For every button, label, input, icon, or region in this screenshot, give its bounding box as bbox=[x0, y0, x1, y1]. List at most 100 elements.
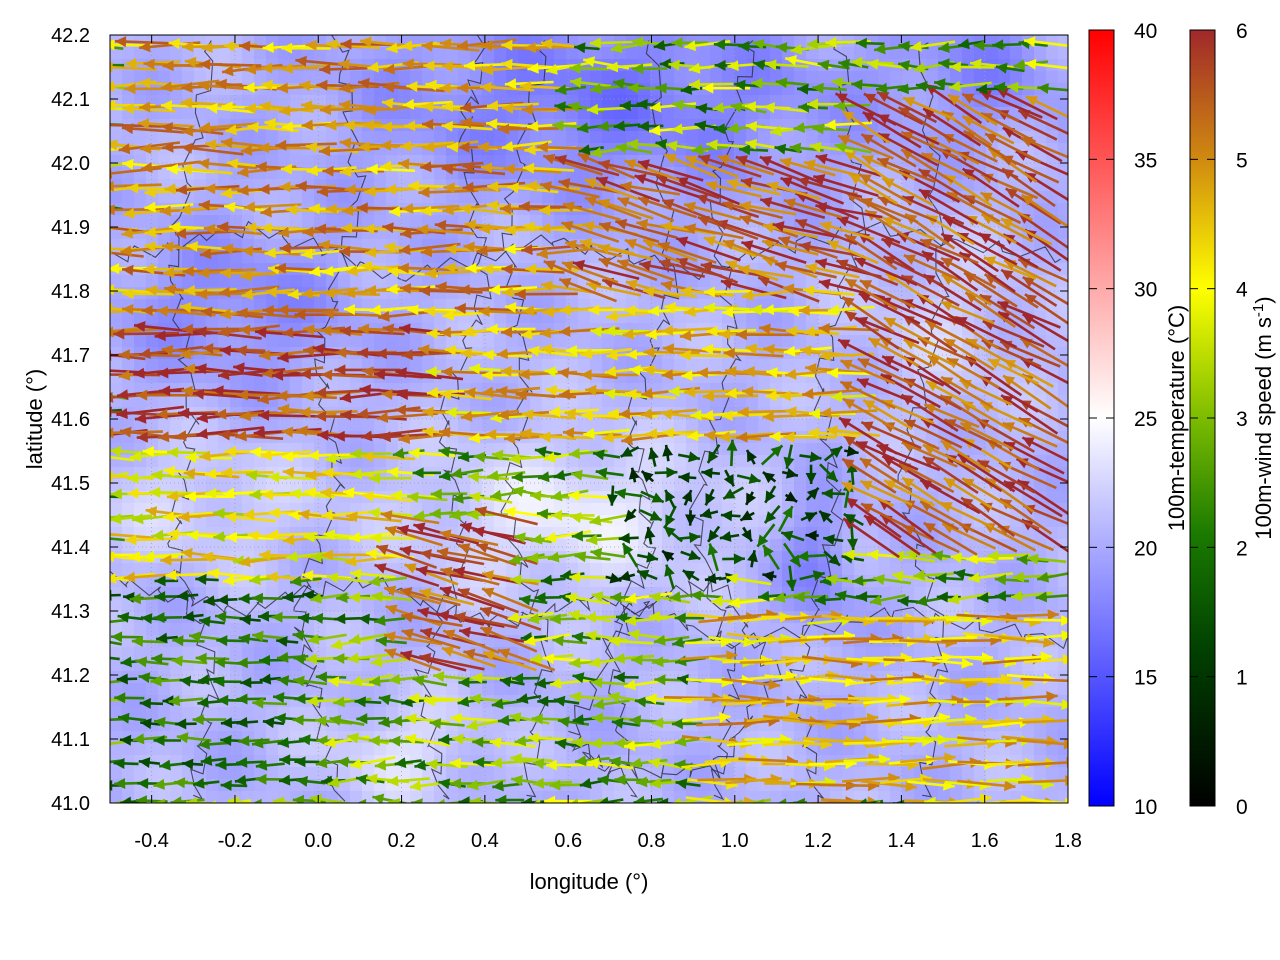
field-cell bbox=[566, 647, 579, 660]
field-cell bbox=[962, 599, 975, 612]
field-cell bbox=[794, 71, 807, 84]
field-cell bbox=[518, 191, 531, 204]
field-cell bbox=[902, 623, 915, 636]
field-cell bbox=[134, 275, 147, 288]
field-cell bbox=[482, 419, 495, 432]
field-cell bbox=[266, 239, 279, 252]
field-cell bbox=[170, 707, 183, 720]
field-cell bbox=[410, 683, 423, 696]
field-cell bbox=[326, 611, 339, 624]
field-cell bbox=[698, 743, 711, 756]
field-cell bbox=[146, 743, 159, 756]
field-cell bbox=[818, 443, 831, 456]
field-cell bbox=[662, 95, 675, 108]
field-cell bbox=[830, 683, 843, 696]
field-cell bbox=[518, 71, 531, 84]
field-cell bbox=[314, 623, 327, 636]
field-cell bbox=[482, 707, 495, 720]
field-cell bbox=[554, 335, 567, 348]
field-cell bbox=[1034, 743, 1047, 756]
field-cell bbox=[494, 131, 507, 144]
field-cell bbox=[734, 563, 747, 576]
field-cell bbox=[926, 47, 939, 60]
field-cell bbox=[1022, 743, 1035, 756]
field-cell bbox=[410, 191, 423, 204]
field-cell bbox=[818, 95, 831, 108]
field-cell bbox=[806, 683, 819, 696]
field-cell bbox=[398, 251, 411, 264]
field-cell bbox=[218, 623, 231, 636]
field-cell bbox=[398, 47, 411, 60]
field-cell bbox=[194, 107, 207, 120]
field-cell bbox=[446, 47, 459, 60]
field-cell bbox=[374, 131, 387, 144]
field-cell bbox=[698, 47, 711, 60]
field-cell bbox=[350, 743, 363, 756]
field-cell bbox=[674, 107, 687, 120]
field-cell bbox=[710, 71, 723, 84]
field-cell bbox=[338, 743, 351, 756]
field-cell bbox=[1034, 683, 1047, 696]
field-cell bbox=[578, 131, 591, 144]
field-cell bbox=[518, 47, 531, 60]
field-cell bbox=[410, 767, 423, 780]
field-cell bbox=[986, 563, 999, 576]
field-cell bbox=[146, 359, 159, 372]
field-cell bbox=[626, 455, 639, 468]
field-cell bbox=[410, 47, 423, 60]
field-cell bbox=[122, 743, 135, 756]
field-cell bbox=[1058, 59, 1068, 72]
field-cell bbox=[254, 647, 267, 660]
field-cell bbox=[986, 767, 999, 780]
field-cell bbox=[266, 539, 279, 552]
field-cell bbox=[542, 131, 555, 144]
field-cell bbox=[230, 659, 243, 672]
field-cell bbox=[674, 707, 687, 720]
field-cell bbox=[278, 131, 291, 144]
field-cell bbox=[578, 95, 591, 108]
field-cell bbox=[218, 275, 231, 288]
field-cell bbox=[926, 743, 939, 756]
field-cell bbox=[110, 47, 123, 60]
field-cell bbox=[1058, 263, 1068, 276]
field-cell bbox=[302, 155, 315, 168]
field-cell bbox=[674, 515, 687, 528]
field-cell bbox=[254, 683, 267, 696]
field-cell bbox=[782, 767, 795, 780]
field-cell bbox=[254, 275, 267, 288]
field-cell bbox=[722, 107, 735, 120]
field-cell bbox=[146, 275, 159, 288]
field-cell bbox=[578, 251, 591, 264]
field-cell bbox=[398, 191, 411, 204]
field-cell bbox=[302, 275, 315, 288]
field-cell bbox=[686, 683, 699, 696]
field-cell bbox=[794, 275, 807, 288]
field-cell bbox=[158, 623, 171, 636]
field-cell bbox=[734, 539, 747, 552]
field-cell bbox=[326, 251, 339, 264]
field-cell bbox=[206, 539, 219, 552]
field-cell bbox=[998, 707, 1011, 720]
field-cell bbox=[542, 419, 555, 432]
field-cell bbox=[1058, 179, 1068, 192]
field-cell bbox=[230, 131, 243, 144]
field-cell bbox=[254, 539, 267, 552]
field-cell bbox=[374, 515, 387, 528]
field-cell bbox=[410, 107, 423, 120]
field-cell bbox=[230, 299, 243, 312]
field-cell bbox=[302, 707, 315, 720]
field-cell bbox=[734, 131, 747, 144]
field-cell bbox=[266, 155, 279, 168]
field-cell bbox=[686, 275, 699, 288]
field-cell bbox=[722, 551, 735, 564]
field-cell bbox=[374, 215, 387, 228]
field-cell bbox=[398, 683, 411, 696]
field-cell bbox=[530, 191, 543, 204]
field-cell bbox=[206, 215, 219, 228]
field-cell bbox=[158, 215, 171, 228]
field-cell bbox=[590, 563, 603, 576]
field-cell bbox=[710, 359, 723, 372]
field-cell bbox=[362, 47, 375, 60]
field-cell bbox=[578, 395, 591, 408]
field-cell bbox=[122, 47, 135, 60]
